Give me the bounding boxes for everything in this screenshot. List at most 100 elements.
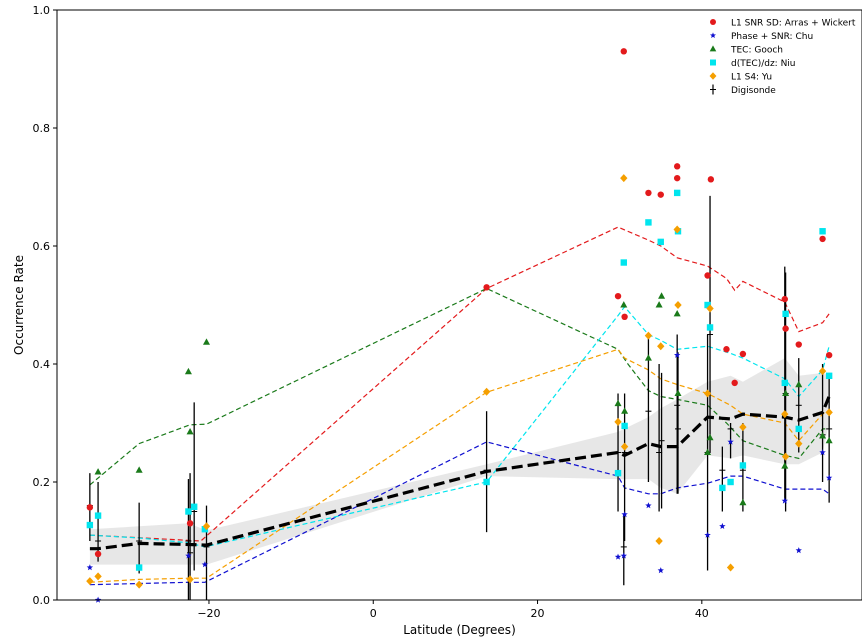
legend-marker <box>710 84 716 95</box>
legend-marker <box>710 59 716 66</box>
marker-series-1 <box>673 163 681 170</box>
marker-series-1 <box>704 272 711 279</box>
marker-series-2 <box>620 552 627 559</box>
marker-series-1 <box>723 346 730 353</box>
digisonde-point <box>674 334 681 494</box>
marker-series-3 <box>644 354 652 361</box>
y-tick-label: 0.0 <box>33 594 51 607</box>
marker-series-2 <box>185 552 192 559</box>
marker-series-1 <box>707 176 715 183</box>
marker-series-3 <box>94 468 102 475</box>
marker-series-3 <box>620 301 628 308</box>
legend-marker <box>710 32 716 38</box>
marker-series-4 <box>819 228 826 235</box>
y-axis-label: Occurrence Rate <box>12 255 26 355</box>
marker-series-1 <box>621 313 628 320</box>
marker-series-1 <box>94 550 102 558</box>
legend-entry: L1 SNR SD: Arras + Wickert <box>710 19 856 29</box>
marker-series-4 <box>795 425 802 433</box>
marker-series-1 <box>483 284 490 291</box>
marker-series-3 <box>658 292 666 299</box>
marker-series-3 <box>202 338 211 345</box>
marker-series-4 <box>645 219 652 226</box>
marker-series-5 <box>614 417 622 426</box>
marker-series-2 <box>201 561 209 568</box>
marker-series-1 <box>825 351 833 359</box>
marker-series-5 <box>673 225 681 234</box>
marker-series-3 <box>655 301 663 308</box>
y-tick-label: 0.6 <box>33 240 51 253</box>
marker-series-4 <box>673 189 681 197</box>
marker-series-1 <box>795 341 802 348</box>
digisonde-point <box>795 358 802 453</box>
x-tick-label: 20 <box>531 607 545 620</box>
marker-series-1 <box>657 191 664 198</box>
marker-series-1 <box>620 48 627 55</box>
digisonde-point <box>675 352 681 494</box>
marker-series-2 <box>645 502 652 509</box>
legend-marker <box>709 45 717 52</box>
digisonde-confidence-band <box>89 358 830 565</box>
legend-entry: Phase + SNR: Chu <box>710 32 813 42</box>
trend-line-series-1 <box>89 226 830 542</box>
trend-line-series-4 <box>89 305 830 548</box>
y-tick-label: 1.0 <box>33 4 51 17</box>
marker-series-4 <box>706 324 714 331</box>
y-tick-label: 0.4 <box>33 358 51 371</box>
marker-series-5 <box>620 442 629 451</box>
marker-series-1 <box>673 174 681 182</box>
legend-label: Digisonde <box>731 86 776 96</box>
marker-series-1 <box>739 350 747 358</box>
legend-label: TEC: Gooch <box>730 46 783 56</box>
marker-series-5 <box>726 563 735 572</box>
scatter-markers <box>86 48 833 603</box>
marker-series-3 <box>819 432 827 439</box>
confidence-band-area <box>89 358 830 565</box>
marker-series-4 <box>704 301 711 309</box>
marker-series-2 <box>674 351 681 358</box>
marker-series-4 <box>86 521 94 529</box>
digisonde-point <box>620 514 627 586</box>
x-tick-label: −20 <box>197 607 220 620</box>
marker-series-5 <box>482 387 491 396</box>
marker-series-4 <box>135 564 143 571</box>
marker-series-3 <box>706 433 714 441</box>
marker-series-3 <box>825 436 833 444</box>
marker-series-5 <box>739 423 747 432</box>
marker-series-4 <box>657 238 664 246</box>
y-axis: 0.0 0.2 0.4 0.6 0.8 1.0 <box>33 4 57 607</box>
legend-entry: Digisonde <box>710 84 776 96</box>
y-tick-label: 0.2 <box>33 476 51 489</box>
marker-series-3 <box>739 498 747 506</box>
marker-series-4 <box>201 526 209 533</box>
marker-series-3 <box>674 389 682 397</box>
marker-series-5 <box>620 174 628 183</box>
marker-series-5 <box>202 522 211 531</box>
marker-series-1 <box>614 292 622 300</box>
marker-series-3 <box>135 466 143 473</box>
marker-series-3 <box>614 399 622 407</box>
marker-series-5 <box>706 304 714 313</box>
legend-label: d(TEC)/dz: Niu <box>731 59 796 69</box>
digisonde-point <box>621 393 628 541</box>
digisonde-point <box>203 505 210 600</box>
legend-marker <box>709 72 717 80</box>
legend-entry: TEC: Gooch <box>709 45 783 56</box>
marker-series-2 <box>704 531 711 538</box>
digisonde-errorbars <box>86 195 833 600</box>
marker-series-3 <box>781 462 789 469</box>
marker-series-1 <box>781 295 788 303</box>
marker-series-5 <box>781 452 790 461</box>
marker-series-1 <box>186 520 194 527</box>
marker-series-5 <box>186 575 194 584</box>
legend-label: L1 SNR SD: Arras + Wickert <box>731 19 856 29</box>
marker-series-4 <box>185 508 192 515</box>
digisonde-point <box>719 446 726 512</box>
legend-label: Phase + SNR: Chu <box>731 32 813 42</box>
marker-series-4 <box>782 310 789 318</box>
marker-series-5 <box>795 439 803 448</box>
marker-series-3 <box>186 428 194 435</box>
marker-series-2 <box>86 564 94 571</box>
digisonde-point <box>707 195 714 453</box>
